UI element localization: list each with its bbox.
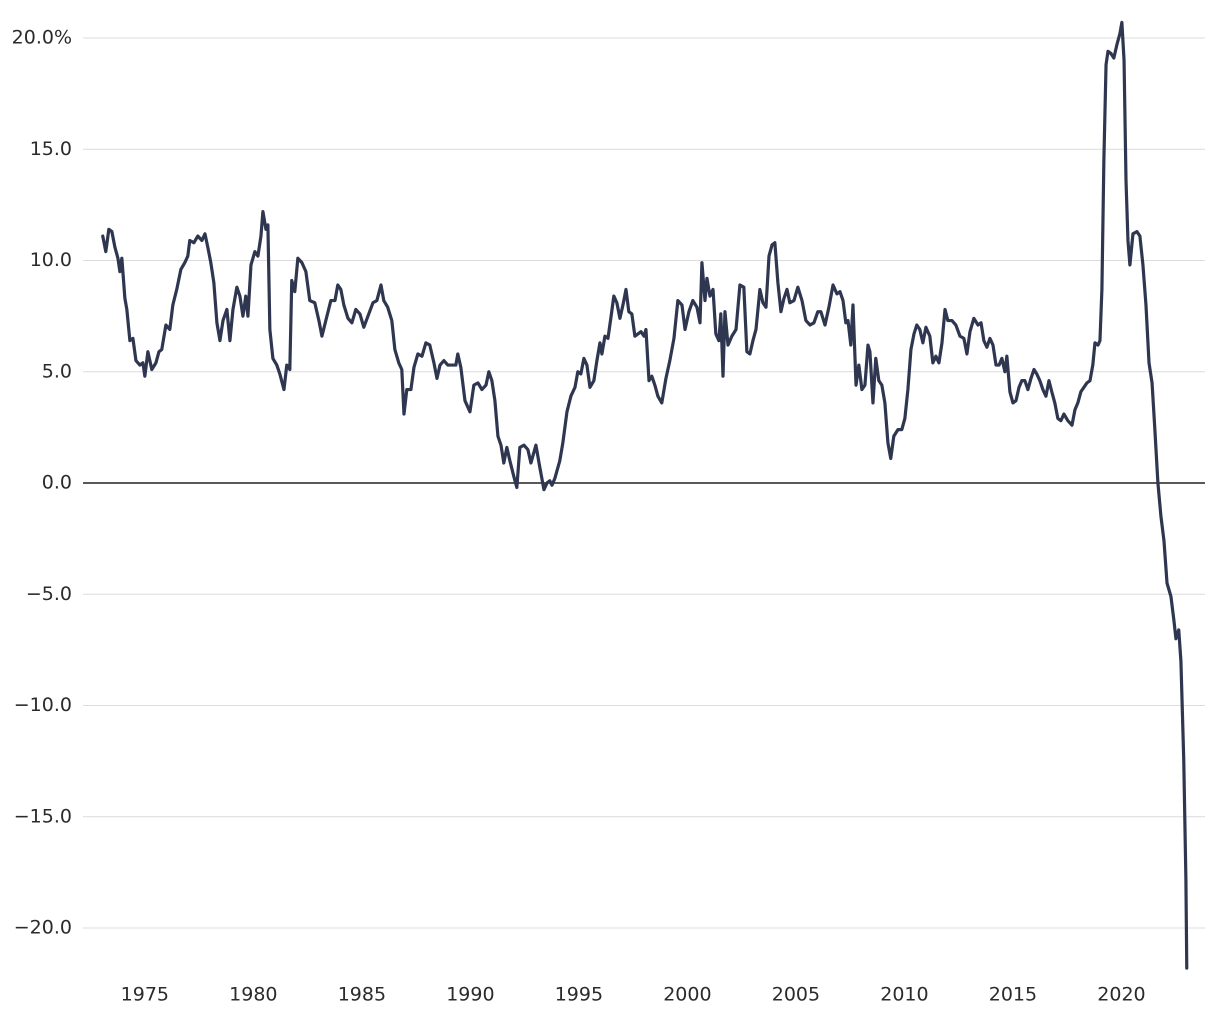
y-tick-label: 0.0 [42, 472, 72, 494]
x-tick-label: 1990 [446, 984, 494, 1006]
y-tick-label: −20.0 [14, 917, 72, 939]
x-tick-label: 2020 [1097, 984, 1145, 1006]
y-tick-label: 5.0 [42, 360, 72, 382]
y-tick-label: −5.0 [26, 583, 72, 605]
x-tick-label: 2010 [880, 984, 928, 1006]
y-tick-label: −10.0 [14, 694, 72, 716]
y-tick-label: 20.0% [12, 27, 72, 49]
y-tick-label: −15.0 [14, 805, 72, 827]
x-tick-label: 2005 [772, 984, 820, 1006]
y-tick-label: 10.0 [30, 249, 72, 271]
x-tick-label: 1980 [229, 984, 277, 1006]
line-series [101, 20, 1189, 970]
x-tick-label: 1995 [555, 984, 603, 1006]
y-tick-label: 15.0 [30, 138, 72, 160]
x-tick-label: 2000 [663, 984, 711, 1006]
x-tick-label: 2015 [989, 984, 1037, 1006]
x-tick-label: 1985 [338, 984, 386, 1006]
x-tick-label: 1975 [121, 984, 169, 1006]
